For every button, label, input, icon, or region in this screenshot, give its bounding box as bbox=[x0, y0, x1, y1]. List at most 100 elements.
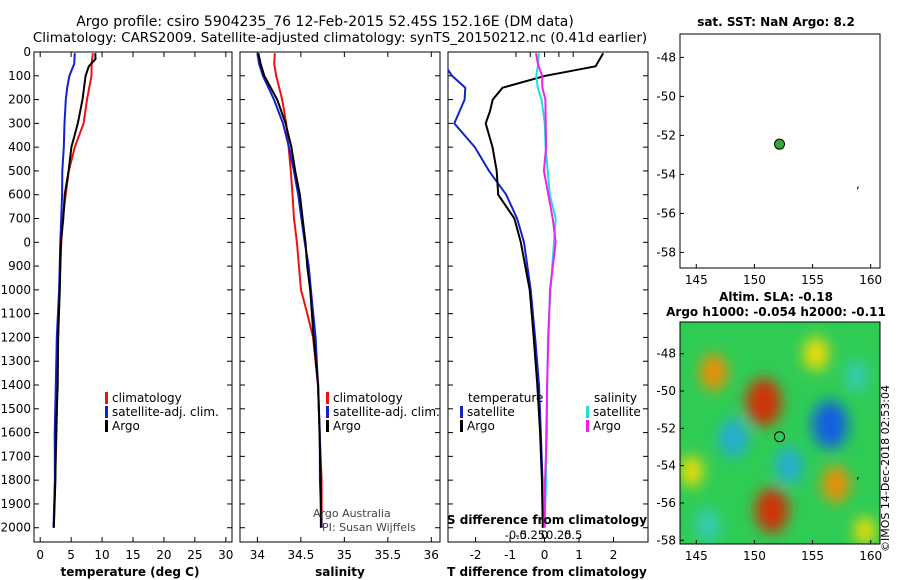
sla-map-comma-mark: , bbox=[856, 468, 860, 482]
legend-label-satellite-adj: satellite-adj. clim. bbox=[112, 405, 219, 419]
sla-map-axes-box bbox=[679, 321, 881, 545]
sst-map-ytick-label: -58 bbox=[656, 245, 676, 259]
sla-map-argo-position-marker bbox=[774, 431, 786, 443]
depth-tick-label: 900 bbox=[8, 259, 31, 273]
temperature-ticks: 0100200300400500600700090010001100120013… bbox=[0, 45, 233, 562]
figure-title-line2: Climatology: CARS2009. Satellite-adjuste… bbox=[33, 30, 647, 46]
sla-map-title: Altim. SLA: -0.18 bbox=[719, 290, 833, 304]
difference-legend: temperature satellite Argo salinity sate… bbox=[460, 391, 641, 433]
sst-map-ytick-label: -56 bbox=[656, 206, 676, 220]
salinity-series-line bbox=[256, 53, 323, 528]
imos-watermark: ©IMOS 14-Dec-2018 02:53:04 bbox=[879, 385, 892, 552]
difference-xtick-label: -2 bbox=[470, 548, 482, 562]
difference-series-line bbox=[484, 52, 605, 528]
sla-heatmap bbox=[680, 322, 880, 544]
salinity-xtick-label: 35 bbox=[337, 548, 352, 562]
temperature-xtick-label: 20 bbox=[156, 548, 171, 562]
legend-label-climatology: climatology bbox=[333, 391, 403, 405]
legend-label-argo: Argo bbox=[112, 419, 140, 433]
legend-swatch-s-argo bbox=[586, 420, 589, 432]
sla-anomaly-blob bbox=[854, 516, 876, 544]
credit-line1: Argo Australia bbox=[313, 507, 391, 520]
temperature-series-line bbox=[52, 53, 97, 528]
temperature-xtick-label: 15 bbox=[125, 548, 140, 562]
difference-xtick-s-label: 0.25 bbox=[546, 528, 572, 542]
depth-tick-label: 200 bbox=[8, 93, 31, 107]
temperature-xlabel: temperature (deg C) bbox=[61, 565, 200, 579]
depth-tick-label: 2000 bbox=[0, 521, 31, 535]
sla-anomaly-blob bbox=[680, 455, 704, 487]
temperature-lines bbox=[52, 53, 97, 528]
temperature-series-line bbox=[52, 53, 76, 528]
temperature-xtick-label: 10 bbox=[94, 548, 109, 562]
sst-map-ticks: 145 150 155 160 -48 -50 -52 -54 -56 -58 bbox=[656, 50, 882, 287]
sst-map-axes-box bbox=[679, 33, 881, 269]
sla-anomaly-blob bbox=[699, 353, 728, 391]
sst-map-argo-position-marker bbox=[774, 138, 786, 150]
legend-swatch-climatology bbox=[105, 392, 108, 404]
sst-map-xtick-label: 155 bbox=[801, 273, 824, 287]
difference-xtick-s-label: 0 bbox=[541, 528, 548, 542]
salinity-xtick-label: 34.5 bbox=[288, 548, 315, 562]
figure-title-line1: Argo profile: csiro 5904235_76 12-Feb-20… bbox=[76, 14, 574, 30]
depth-tick-label: 1800 bbox=[0, 473, 31, 487]
difference-xlabel-top: S difference from climatology bbox=[447, 513, 647, 527]
sla-anomaly-blob bbox=[812, 400, 848, 449]
sst-map-ytick-label: -50 bbox=[656, 89, 676, 103]
salinity-xtick-label: 35.5 bbox=[374, 548, 401, 562]
salinity-xlabel: salinity bbox=[315, 565, 365, 579]
sla-map-ytick-label: -54 bbox=[656, 459, 676, 473]
difference-series-line bbox=[448, 68, 544, 528]
sla-map-panel: Altim. SLA: -0.18 Argo h1000: -0.054 h20… bbox=[656, 290, 885, 563]
sla-map-subtitle: Argo h1000: -0.054 h2000: -0.11 bbox=[666, 305, 886, 319]
depth-tick-label: 400 bbox=[8, 140, 31, 154]
sla-anomaly-blob bbox=[822, 465, 850, 503]
depth-tick-label: 600 bbox=[8, 188, 31, 202]
depth-tick-label: 1500 bbox=[0, 402, 31, 416]
sla-map-ytick-label: -48 bbox=[656, 347, 676, 361]
difference-xlabel: T difference from climatology bbox=[447, 565, 647, 579]
legend-title-temperature: temperature bbox=[468, 391, 543, 405]
sla-anomaly-blob bbox=[845, 360, 869, 392]
difference-axes-box bbox=[447, 51, 649, 543]
legend-label-satellite-adj: satellite-adj. clim. bbox=[333, 405, 440, 419]
sst-map-marks: , bbox=[774, 138, 860, 191]
sst-map-xtick-label: 160 bbox=[859, 273, 882, 287]
depth-tick-label: 100 bbox=[8, 69, 31, 83]
sla-map-marks: , bbox=[774, 431, 860, 482]
salinity-axes-box bbox=[239, 51, 441, 543]
depth-tick-label: 1400 bbox=[0, 378, 31, 392]
depth-tick-label: 1600 bbox=[0, 426, 31, 440]
temperature-panel: 0100200300400500600700090010001100120013… bbox=[0, 45, 233, 579]
sla-anomaly-blob bbox=[775, 447, 804, 485]
legend-swatch-argo bbox=[326, 420, 329, 432]
depth-tick-label: 700 bbox=[8, 212, 31, 226]
sla-map-xtick-label: 150 bbox=[743, 549, 766, 563]
difference-series-line bbox=[535, 53, 557, 528]
legend-swatch-climatology bbox=[326, 392, 329, 404]
legend-label-s-argo: Argo bbox=[593, 419, 621, 433]
depth-tick-label: 1100 bbox=[0, 307, 31, 321]
temperature-xtick-label: 30 bbox=[218, 548, 233, 562]
salinity-ticks: 34 34.5 35 35.5 36 bbox=[240, 51, 440, 562]
sla-map-ytick-label: -50 bbox=[656, 384, 676, 398]
salinity-panel: 34 34.5 35 35.5 36 climatology satellite-adj… bbox=[239, 51, 441, 579]
salinity-xtick-label: 36 bbox=[424, 548, 439, 562]
salinity-series-line bbox=[257, 52, 322, 528]
sla-map-ticks: 145 150 155 160 -48 -50 -52 -54 -56 -58 bbox=[656, 347, 882, 563]
depth-tick-label: 1200 bbox=[0, 330, 31, 344]
sla-map-ytick-label: -52 bbox=[656, 421, 676, 435]
depth-tick-label: 300 bbox=[8, 116, 31, 130]
sla-anomaly-blob bbox=[718, 417, 749, 458]
sst-map-ytick-label: -52 bbox=[656, 128, 676, 142]
depth-tick-label: 1700 bbox=[0, 449, 31, 463]
depth-tick-label: 0 bbox=[23, 235, 31, 249]
sla-anomaly-blob bbox=[745, 378, 782, 427]
legend-title-salinity: salinity bbox=[594, 391, 637, 405]
depth-tick-label: 1000 bbox=[0, 283, 31, 297]
salinity-legend: climatology satellite-adj. clim. Argo bbox=[326, 391, 440, 433]
temperature-xtick-label: 5 bbox=[67, 548, 75, 562]
